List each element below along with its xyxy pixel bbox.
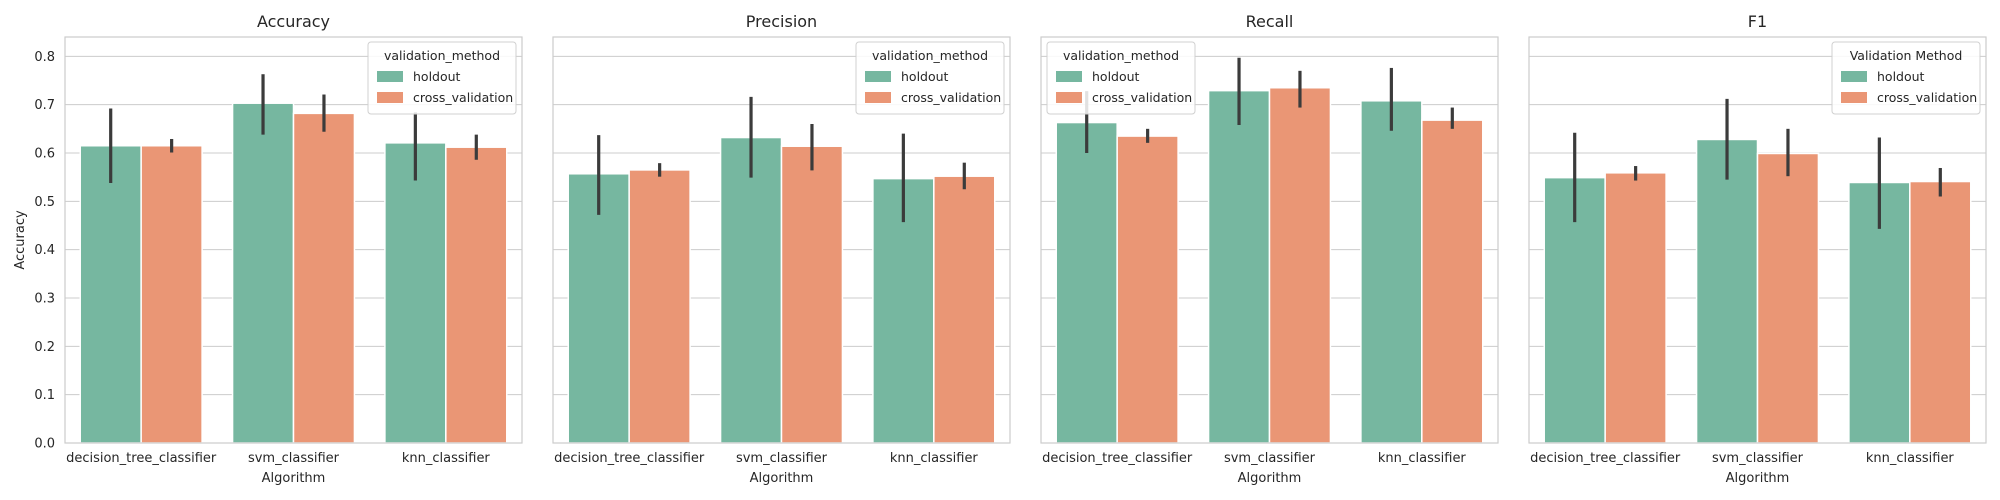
y-tick-label: 0.6 bbox=[34, 147, 55, 162]
legend-swatch-holdout bbox=[865, 71, 891, 82]
legend-title: validation_method bbox=[1063, 48, 1179, 63]
legend-swatch-holdout bbox=[377, 71, 403, 82]
bar-holdout-decision_tree_classifier bbox=[1055, 121, 1118, 444]
bar-cross_validation-decision_tree_classifier bbox=[140, 145, 203, 444]
axes-frame bbox=[552, 36, 1011, 444]
bar-holdout-svm_classifier bbox=[231, 102, 295, 444]
legend-box bbox=[1046, 41, 1196, 115]
legend-swatch-cross_validation bbox=[865, 92, 891, 103]
x-axis-label: Algorithm bbox=[262, 471, 326, 486]
x-tick-label: decision_tree_classifier bbox=[554, 451, 705, 466]
bar-cross_validation-knn_classifier bbox=[445, 146, 508, 444]
x-tick-label: knn_classifier bbox=[1866, 451, 1955, 466]
axes-frame bbox=[1040, 36, 1499, 444]
legend-box bbox=[855, 41, 1005, 115]
bar-cross_validation-svm_classifier bbox=[292, 112, 356, 444]
y-axis-label: Accuracy bbox=[13, 210, 28, 270]
axes-frame bbox=[64, 36, 523, 444]
y-tick-label: 0.8 bbox=[34, 50, 55, 65]
bar-holdout-decision_tree_classifier bbox=[567, 173, 630, 444]
bar-cross_validation-knn_classifier bbox=[1421, 119, 1484, 444]
chart-title: Accuracy bbox=[257, 12, 330, 31]
bar-cross_validation-svm_classifier bbox=[1268, 87, 1332, 444]
bar-holdout-knn_classifier bbox=[1360, 100, 1423, 444]
x-tick-label: knn_classifier bbox=[402, 451, 491, 466]
bar-holdout-knn_classifier bbox=[384, 142, 447, 444]
legend-label: cross_validation bbox=[1877, 90, 1977, 105]
legend-swatch-holdout bbox=[1841, 71, 1867, 82]
x-tick-label: decision_tree_classifier bbox=[1530, 451, 1681, 466]
y-tick-label: 0.3 bbox=[34, 292, 55, 307]
bar-cross_validation-decision_tree_classifier bbox=[1604, 172, 1667, 444]
y-tick-label: 0.0 bbox=[34, 437, 55, 452]
y-tick-label: 0.7 bbox=[34, 98, 55, 113]
bar-holdout-svm_classifier bbox=[719, 136, 783, 444]
x-axis-label: Algorithm bbox=[750, 471, 814, 486]
legend-label: holdout bbox=[1877, 69, 1925, 84]
legend-swatch-cross_validation bbox=[377, 92, 403, 103]
legend-label: cross_validation bbox=[413, 90, 513, 105]
x-tick-label: svm_classifier bbox=[736, 451, 828, 466]
x-axis-label: Algorithm bbox=[1726, 471, 1790, 486]
x-tick-label: svm_classifier bbox=[1224, 451, 1316, 466]
bar-cross_validation-decision_tree_classifier bbox=[1116, 135, 1179, 444]
legend-label: holdout bbox=[413, 69, 461, 84]
bar-holdout-svm_classifier bbox=[1207, 89, 1271, 444]
bar-holdout-decision_tree_classifier bbox=[79, 145, 142, 444]
legend-label: holdout bbox=[1092, 69, 1140, 84]
legend-swatch-cross_validation bbox=[1056, 92, 1082, 103]
x-tick-label: svm_classifier bbox=[1712, 451, 1804, 466]
legend-title: validation_method bbox=[872, 48, 988, 63]
legend-box bbox=[367, 41, 517, 115]
chart-title: Recall bbox=[1246, 12, 1294, 31]
x-tick-label: knn_classifier bbox=[1378, 451, 1467, 466]
legend-title: Validation Method bbox=[1850, 48, 1963, 63]
legend-label: cross_validation bbox=[1092, 90, 1192, 105]
x-tick-label: svm_classifier bbox=[248, 451, 340, 466]
legend-swatch-cross_validation bbox=[1841, 92, 1867, 103]
y-tick-label: 0.1 bbox=[34, 388, 55, 403]
x-tick-label: decision_tree_classifier bbox=[66, 451, 217, 466]
legend-label: cross_validation bbox=[901, 90, 1001, 105]
legend-box bbox=[1831, 41, 1981, 115]
y-tick-label: 0.5 bbox=[34, 195, 55, 210]
bar-holdout-svm_classifier bbox=[1695, 138, 1759, 444]
x-tick-label: knn_classifier bbox=[890, 451, 979, 466]
chart-title: F1 bbox=[1748, 12, 1767, 31]
chart-title: Precision bbox=[746, 12, 817, 31]
bar-cross_validation-knn_classifier bbox=[933, 175, 996, 444]
axes-frame bbox=[1528, 36, 1987, 444]
x-tick-label: decision_tree_classifier bbox=[1042, 451, 1193, 466]
y-tick-label: 0.2 bbox=[34, 340, 55, 355]
legend-title: validation_method bbox=[384, 48, 500, 63]
bar-cross_validation-decision_tree_classifier bbox=[628, 169, 691, 444]
legend-label: holdout bbox=[901, 69, 949, 84]
y-tick-label: 0.4 bbox=[34, 243, 55, 258]
x-axis-label: Algorithm bbox=[1238, 471, 1302, 486]
bar-cross_validation-svm_classifier bbox=[780, 145, 844, 444]
bar-cross_validation-svm_classifier bbox=[1756, 152, 1820, 444]
legend-swatch-holdout bbox=[1056, 71, 1082, 82]
bar-cross_validation-knn_classifier bbox=[1909, 180, 1972, 444]
